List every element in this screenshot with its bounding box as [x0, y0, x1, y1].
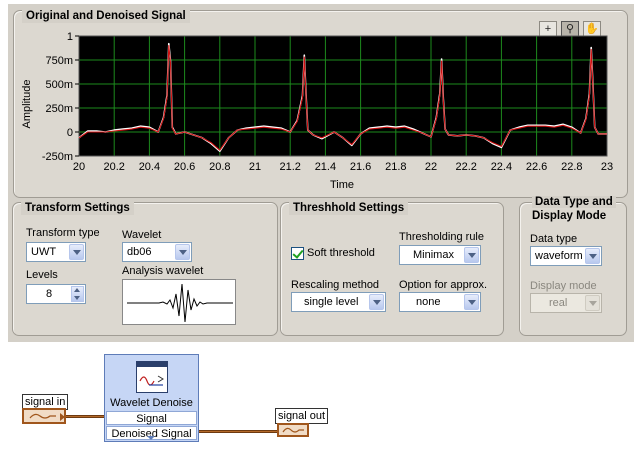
threshold-settings-title: Threshhold Settings: [289, 201, 409, 215]
x-tick-label: 22.6: [526, 161, 547, 173]
x-tick-label: 22: [425, 161, 437, 173]
node-input-terminal[interactable]: Signal: [106, 411, 197, 425]
x-tick-label: 20: [73, 161, 85, 173]
y-axis-label: Amplitude: [21, 80, 33, 129]
x-tick-label: 21.2: [279, 161, 300, 173]
data-type-value: waveform: [535, 250, 583, 262]
display-mode-select: real: [530, 293, 602, 313]
chevron-down-icon: [464, 294, 479, 310]
chevron-down-icon: [585, 248, 600, 264]
input-wire: [66, 415, 104, 418]
chevron-down-icon: [369, 294, 384, 310]
y-tick-label: 0: [67, 127, 73, 139]
data-type-select[interactable]: waveform: [530, 246, 602, 266]
plot-border: [78, 35, 608, 157]
transform-type-label: Transform type: [26, 227, 100, 239]
transform-type-select[interactable]: UWT: [26, 242, 86, 262]
signal-in-label: signal in: [22, 394, 69, 410]
denoised-signal-line: [78, 45, 607, 151]
thresholding-rule-select[interactable]: Minimax: [399, 245, 481, 265]
wavelet-shape-line: [127, 283, 233, 323]
x-axis-ticks: 20 20.2 20.4 20.6 20.8 21 21.2 21.4 21.6 21.8 22 22…: [73, 161, 613, 173]
approx-option-value: none: [416, 296, 441, 308]
rescaling-method-value: single level: [304, 296, 359, 308]
levels-label: Levels: [26, 269, 58, 281]
analysis-wavelet-label: Analysis wavelet: [122, 265, 204, 277]
chevron-down-icon: [175, 244, 190, 260]
x-tick-label: 22.8: [561, 161, 582, 173]
y-tick-label: 1: [67, 32, 73, 43]
y-tick-label: 500m: [45, 79, 73, 91]
x-tick-label: 21.4: [315, 161, 336, 173]
approx-option-select[interactable]: none: [399, 292, 481, 312]
data-type-label: Data type: [530, 233, 578, 245]
waveform-graph[interactable]: 1 750m 500m 250m 0 -250m 20 20.2 20.4 20.6 20.8 21…: [13, 32, 625, 196]
chevron-down-icon: [464, 247, 479, 263]
soft-threshold-label: Soft threshold: [307, 247, 375, 259]
wavelet-denoise-node[interactable]: Wavelet Denoise Signal Denoised Signal: [104, 354, 199, 442]
soft-threshold-checkbox[interactable]: [291, 247, 304, 260]
thresholding-rule-label: Thresholding rule: [399, 231, 484, 243]
waveform-icon: [29, 413, 56, 419]
x-tick-label: 22.4: [491, 161, 512, 173]
signal-in-terminal[interactable]: [22, 408, 66, 424]
x-tick-label: 21.8: [385, 161, 406, 173]
threshold-settings-group: Threshhold Settings: [280, 201, 504, 336]
display-mode-value: real: [549, 297, 568, 309]
transform-settings-title: Transform Settings: [21, 201, 134, 215]
display-mode-group: [519, 202, 627, 336]
signal-out-label: signal out: [275, 408, 329, 424]
levels-stepper[interactable]: 8: [26, 284, 86, 304]
x-tick-label: 20.6: [174, 161, 195, 173]
chevron-down-icon: [69, 244, 84, 260]
graph-title: Original and Denoised Signal: [22, 9, 190, 23]
display-group-title-line1: Data Type and: [532, 196, 616, 208]
plot-lines: [78, 42, 607, 152]
rescaling-method-select[interactable]: single level: [291, 292, 386, 312]
display-mode-label: Display mode: [530, 280, 597, 292]
x-tick-label: 20.8: [209, 161, 230, 173]
levels-value: 8: [45, 288, 53, 300]
y-tick-label: 750m: [45, 55, 73, 67]
x-tick-label: 22.2: [455, 161, 476, 173]
y-axis-ticks: 1 750m 500m 250m 0 -250m: [42, 32, 79, 163]
wavelet-label: Wavelet: [122, 229, 162, 241]
display-group-title-line2: Display Mode: [532, 210, 607, 222]
x-tick-label: 21.6: [350, 161, 371, 173]
y-tick-label: 250m: [45, 103, 73, 115]
x-tick-label: 21: [249, 161, 261, 173]
analysis-wavelet-plot: [122, 279, 236, 325]
x-tick-label: 23: [601, 161, 613, 173]
output-wire: [199, 430, 277, 433]
transform-type-value: UWT: [31, 246, 57, 258]
y-tick-label: -250m: [42, 151, 73, 163]
signal-out-terminal[interactable]: [277, 423, 309, 437]
spinner-arrows-icon[interactable]: [71, 286, 84, 302]
wavelet-denoise-icon: [136, 361, 168, 393]
thresholding-rule-value: Minimax: [413, 249, 454, 261]
x-tick-label: 20.2: [103, 161, 124, 173]
waveform-icon: [282, 427, 304, 433]
front-panel: Original and Denoised Signal + ⚲ ✋ 1 750m…: [8, 4, 634, 342]
wavelet-select[interactable]: db06: [122, 242, 192, 262]
wavelet-value: db06: [127, 246, 152, 258]
node-expand-icon[interactable]: [147, 436, 155, 440]
node-title: Wavelet Denoise: [110, 397, 193, 409]
rescaling-method-label: Rescaling method: [291, 279, 380, 291]
pan-tool-icon[interactable]: ✋: [583, 21, 601, 37]
approx-option-label: Option for approx.: [399, 279, 488, 291]
chevron-down-icon: [585, 295, 600, 311]
x-axis-label: Time: [330, 179, 354, 191]
x-tick-label: 20.4: [139, 161, 160, 173]
terminal-arrow-icon: [60, 413, 65, 421]
